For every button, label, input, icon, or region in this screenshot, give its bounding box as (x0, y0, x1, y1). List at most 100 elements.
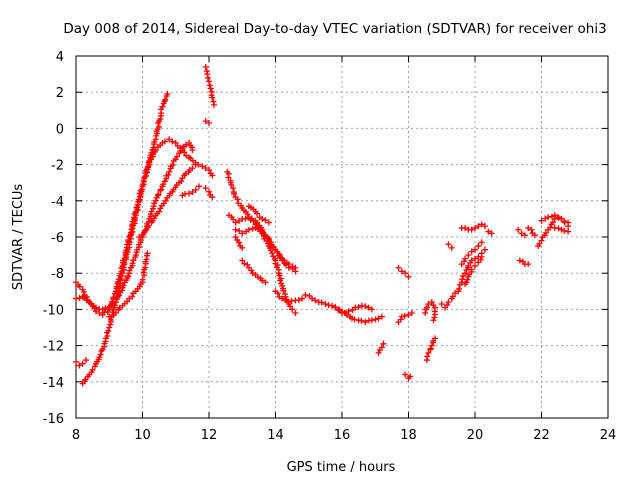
data-point (145, 222, 152, 229)
data-point (329, 302, 336, 309)
data-point (202, 185, 209, 192)
data-point (165, 171, 172, 178)
y-tick-label: -12 (43, 340, 64, 355)
data-point (472, 246, 478, 253)
data-point (274, 290, 281, 297)
data-point (232, 226, 239, 233)
data-point (325, 302, 332, 309)
data-point (468, 226, 475, 233)
data-point (254, 210, 261, 217)
data-point (259, 215, 266, 222)
y-tick-label: -2 (51, 159, 64, 174)
data-point (192, 161, 199, 168)
data-point (299, 295, 306, 302)
data-point (92, 304, 99, 311)
data-point (424, 353, 431, 360)
data-point (365, 304, 372, 311)
data-point (481, 246, 488, 253)
data-point (397, 316, 404, 323)
data-point (245, 214, 252, 221)
data-point (423, 304, 430, 311)
data-point (129, 293, 136, 300)
data-point (276, 272, 283, 279)
data-point (538, 217, 545, 224)
data-point (119, 270, 126, 277)
data-point (242, 215, 249, 222)
x-tick-label: 10 (134, 428, 151, 443)
data-point (265, 219, 272, 226)
data-point (239, 244, 246, 251)
data-point (210, 101, 217, 108)
x-tick-label: 16 (334, 428, 351, 443)
data-point (449, 293, 456, 300)
data-point (549, 219, 556, 226)
x-tick-label: 20 (467, 428, 484, 443)
data-point (525, 224, 532, 231)
data-point (121, 260, 128, 267)
data-point (99, 306, 106, 313)
data-point (269, 250, 276, 257)
data-point (206, 119, 212, 126)
data-point (282, 297, 289, 304)
data-point (472, 255, 478, 262)
data-point (152, 197, 159, 204)
data-point (249, 225, 256, 232)
data-point (292, 310, 299, 317)
data-point (189, 188, 196, 195)
data-point (528, 226, 535, 233)
data-point (375, 315, 382, 322)
data-point (244, 211, 251, 218)
data-point (538, 237, 545, 244)
data-point (241, 260, 248, 267)
data-point (468, 257, 475, 264)
data-point (405, 311, 412, 318)
data-point (395, 264, 402, 271)
data-point (368, 306, 375, 313)
data-point (485, 228, 492, 235)
data-point (289, 306, 296, 313)
y-tick-label: -8 (51, 267, 64, 282)
data-point (115, 292, 122, 299)
data-point (322, 300, 329, 307)
data-point (166, 168, 173, 175)
data-point (516, 257, 523, 264)
data-point (462, 270, 469, 277)
data-point (445, 299, 452, 306)
data-point (126, 239, 133, 246)
data-point (105, 328, 112, 334)
data-point (428, 299, 435, 306)
data-point (262, 217, 269, 224)
data-point (159, 103, 166, 110)
data-point (106, 324, 113, 331)
data-point (199, 163, 206, 170)
data-point (548, 213, 555, 220)
x-tick-label: 24 (600, 428, 617, 443)
data-point (137, 193, 144, 200)
data-point (117, 275, 124, 282)
data-point (380, 340, 387, 347)
data-point (143, 166, 150, 173)
data-point (139, 276, 146, 283)
data-point (309, 295, 316, 302)
data-point (206, 167, 212, 174)
data-point (107, 316, 114, 323)
data-point (150, 144, 157, 151)
y-tick-label: -14 (43, 376, 64, 391)
data-point (525, 261, 532, 268)
data-point (465, 252, 472, 259)
data-point (318, 299, 325, 306)
data-point (427, 345, 434, 352)
data-point (287, 303, 294, 310)
x-axis-label: GPS time / hours (287, 460, 396, 475)
data-point (80, 289, 87, 296)
data-point (76, 283, 83, 290)
data-point (164, 91, 171, 98)
data-point (173, 153, 180, 160)
data-point (465, 262, 472, 269)
data-point (132, 252, 139, 259)
data-point (230, 185, 237, 192)
data-point (358, 317, 365, 324)
data-point (181, 149, 188, 156)
data-point (468, 266, 475, 273)
